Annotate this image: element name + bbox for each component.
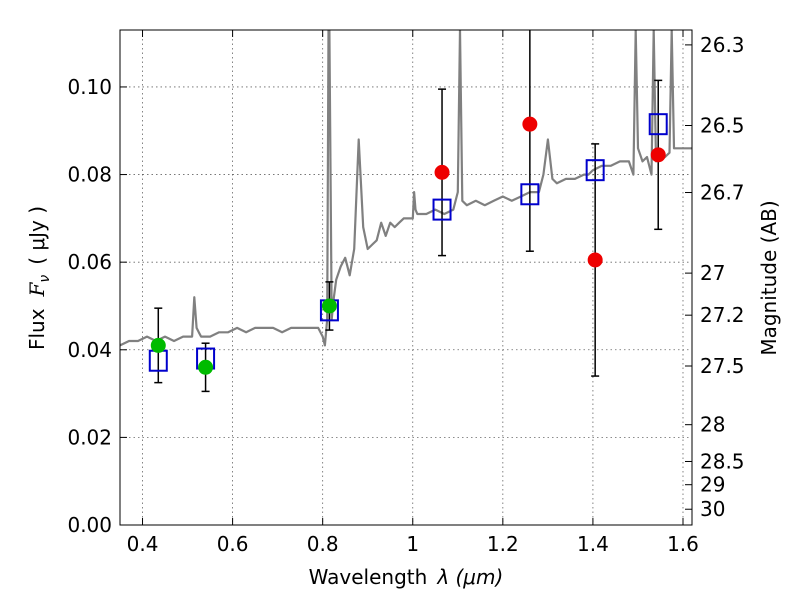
model-photometry-point [520,183,540,206]
y2-tick-label: 27 [700,261,725,285]
y-axis-label-text: Flux [25,308,49,350]
y2-tick-label: 28.5 [700,449,745,473]
plot-area [120,30,692,393]
detection-point [198,359,214,375]
spectrum-line [120,30,692,347]
x-tick-label: 1.2 [487,532,519,556]
ticks-layer: 0.4 0.6 0.8 1 1.2 1.4 1.6 0.00 0.02 0.04 0.06 0.08 0… [67,30,745,556]
y2-tick-label: 28 [700,413,725,437]
x-tick-label: 1.4 [577,532,609,556]
x-axis-label-text: Wavelength [309,565,428,589]
non-detection-point [650,147,666,163]
x-tick-label: 1.6 [667,532,699,556]
y2-tick-label: 27.2 [700,303,745,327]
x-axis-label: Wavelength λ (μm) [309,565,504,589]
y2-tick-label: 27.5 [700,354,745,378]
y2-axis-label-group: Magnitude (AB) [757,200,781,355]
model-photometry-point [432,198,452,221]
y-tick-label: 0.06 [67,250,112,274]
non-detection-point [522,116,538,132]
non-detection-point [587,252,603,268]
y-tick-label: 0.08 [67,163,112,187]
y-axis-label: Flux Fν ( μJy ) [25,206,53,350]
grid-layer [120,30,692,526]
y2-tick-label: 26.7 [700,181,745,205]
y2-tick-label: 26.5 [700,113,745,137]
y-tick-label: 0.02 [67,425,112,449]
y-axis-label-sub: ν [37,275,53,283]
y2-tick-label: 29 [700,473,725,497]
model-photometry-point [585,159,605,182]
x-axis-label-math: λ (μm) [436,565,503,589]
x-tick-label: 0.4 [127,532,159,556]
non-detection-point [434,164,450,180]
detection-point [150,337,166,353]
y2-axis-label: Magnitude (AB) [757,200,781,355]
x-tick-label: 1 [406,532,419,556]
y-tick-label: 0.00 [67,513,112,537]
detection-point [321,298,337,314]
y2-tick-label: 30 [700,497,725,521]
axes-frame [119,29,693,526]
model-photometry-point [648,113,668,136]
x-tick-label: 0.8 [307,532,339,556]
x-tick-label: 0.6 [217,532,249,556]
y-axis-label-group: Flux Fν ( μJy ) [25,206,53,350]
y-axis-label-math: F [25,281,49,297]
y2-tick-label: 26.3 [700,33,745,57]
y-tick-label: 0.04 [67,338,112,362]
y-axis-label-unit: ( μJy ) [25,206,49,265]
y-tick-label: 0.10 [67,75,112,99]
